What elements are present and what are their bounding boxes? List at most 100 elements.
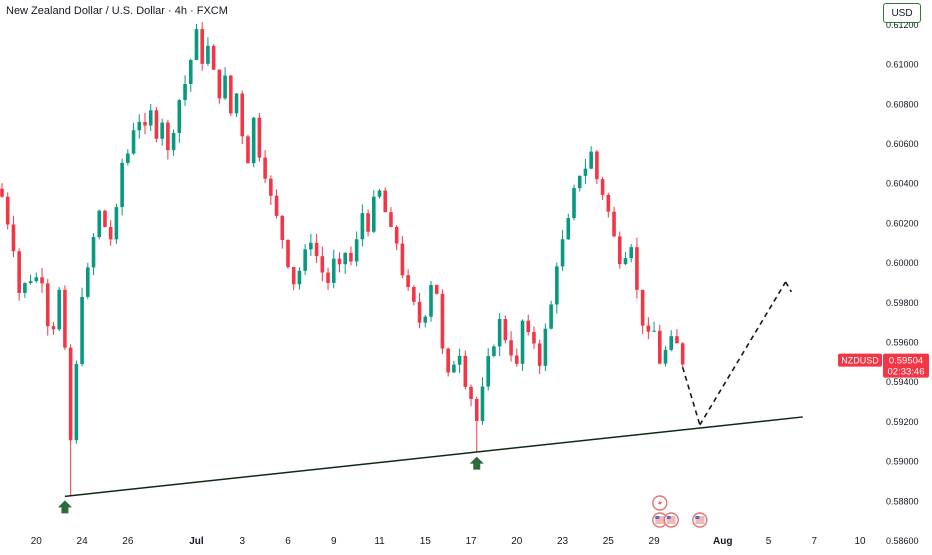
candle <box>366 209 370 237</box>
candle-body <box>240 93 245 137</box>
candle-body <box>211 45 216 70</box>
candle <box>377 188 382 199</box>
candle <box>423 315 428 328</box>
candle <box>480 377 485 425</box>
candle-body <box>457 355 462 365</box>
candle <box>126 149 130 166</box>
projection-path-segment[interactable] <box>681 367 701 426</box>
candle-body <box>63 289 67 348</box>
candle <box>600 176 605 201</box>
projection-path-segment[interactable] <box>784 281 793 293</box>
support-trendline[interactable] <box>64 416 803 498</box>
candle <box>211 44 216 70</box>
y-axis[interactable]: 0.61200 0.61000 0.60800 0.60600 0.60400 0.602… <box>886 20 919 546</box>
x-tick-label: 5 <box>766 536 772 547</box>
candle-body <box>595 151 599 180</box>
x-tick-label: Jul <box>189 536 204 547</box>
candle-body <box>154 110 159 139</box>
candle-body <box>520 320 525 364</box>
x-axis[interactable]: 20 24 26 Jul 3 6 9 11 15 17 20 23 25 29 Aug 5 7 10 <box>31 536 866 547</box>
price-tag-bg <box>883 353 929 378</box>
candle-body <box>217 69 222 99</box>
candle <box>11 215 16 258</box>
candle <box>103 209 107 228</box>
candle-body <box>45 283 50 327</box>
us-flag-event-icon[interactable] <box>652 512 668 528</box>
candle <box>457 348 462 374</box>
candle <box>669 330 674 352</box>
price-tag-value: 0.59504 <box>889 356 923 367</box>
x-tick-label: 15 <box>420 536 432 547</box>
candle-body <box>246 136 250 164</box>
candle-body <box>486 356 490 387</box>
x-tick-label: 9 <box>331 536 337 547</box>
candle-body <box>469 386 473 399</box>
candle-body <box>503 318 508 341</box>
candle-body <box>97 210 102 238</box>
candle-body <box>463 355 468 387</box>
candle <box>394 225 399 251</box>
candle-body <box>434 284 439 294</box>
candle-body <box>612 211 616 237</box>
candles-layer <box>0 22 685 497</box>
candle <box>349 246 353 266</box>
candle <box>612 206 616 238</box>
candle <box>223 67 227 100</box>
up-arrow-marker-icon[interactable] <box>57 500 72 514</box>
candle <box>354 231 359 267</box>
candle <box>114 203 119 244</box>
candle <box>486 348 490 391</box>
candle <box>297 267 302 290</box>
candle-body <box>543 328 548 366</box>
candle-body <box>148 110 153 126</box>
up-arrow-marker-icon[interactable] <box>469 456 484 470</box>
candle <box>240 90 245 145</box>
y-tick-label: 0.59200 <box>886 417 919 427</box>
candle-body <box>646 325 651 332</box>
candle <box>577 175 582 192</box>
candle <box>406 269 410 291</box>
y-tick-label: 0.58800 <box>886 496 919 506</box>
candle-body <box>474 398 479 421</box>
lightning-event-icon[interactable] <box>652 495 668 511</box>
candle <box>143 112 147 135</box>
candle <box>572 184 576 221</box>
us-flag-event-icon[interactable] <box>663 512 679 528</box>
candle <box>440 289 445 355</box>
candle-body <box>103 210 107 227</box>
candle-body <box>143 121 147 126</box>
candle <box>549 300 553 330</box>
candle-body <box>28 281 33 284</box>
candle <box>314 233 319 263</box>
candle-body <box>354 239 359 262</box>
candle-body <box>309 242 313 250</box>
candle <box>80 287 84 367</box>
candle-body <box>549 304 553 329</box>
candle-body <box>372 196 376 232</box>
candle-body <box>57 289 61 330</box>
candle <box>658 324 662 365</box>
candle <box>652 321 656 332</box>
us-flag-event-icon[interactable] <box>692 512 708 528</box>
x-tick-label: 29 <box>649 536 661 547</box>
candle <box>372 190 376 234</box>
candle <box>509 331 513 362</box>
candle-body <box>526 320 531 333</box>
projection-path-segment[interactable] <box>699 281 787 426</box>
candle-body <box>114 207 119 240</box>
candle-body <box>171 133 176 151</box>
candle-body <box>515 355 519 364</box>
candle <box>171 129 176 156</box>
y-tick-label: 0.59800 <box>886 298 919 308</box>
candle <box>595 150 599 184</box>
x-tick-label: 20 <box>511 536 523 547</box>
x-tick-label: 26 <box>122 536 134 547</box>
candle <box>412 285 416 306</box>
currency-button[interactable]: USD <box>883 3 921 23</box>
x-tick-label: 10 <box>854 536 866 547</box>
candle-body <box>394 226 399 244</box>
candle <box>91 233 96 275</box>
candle <box>280 215 285 249</box>
